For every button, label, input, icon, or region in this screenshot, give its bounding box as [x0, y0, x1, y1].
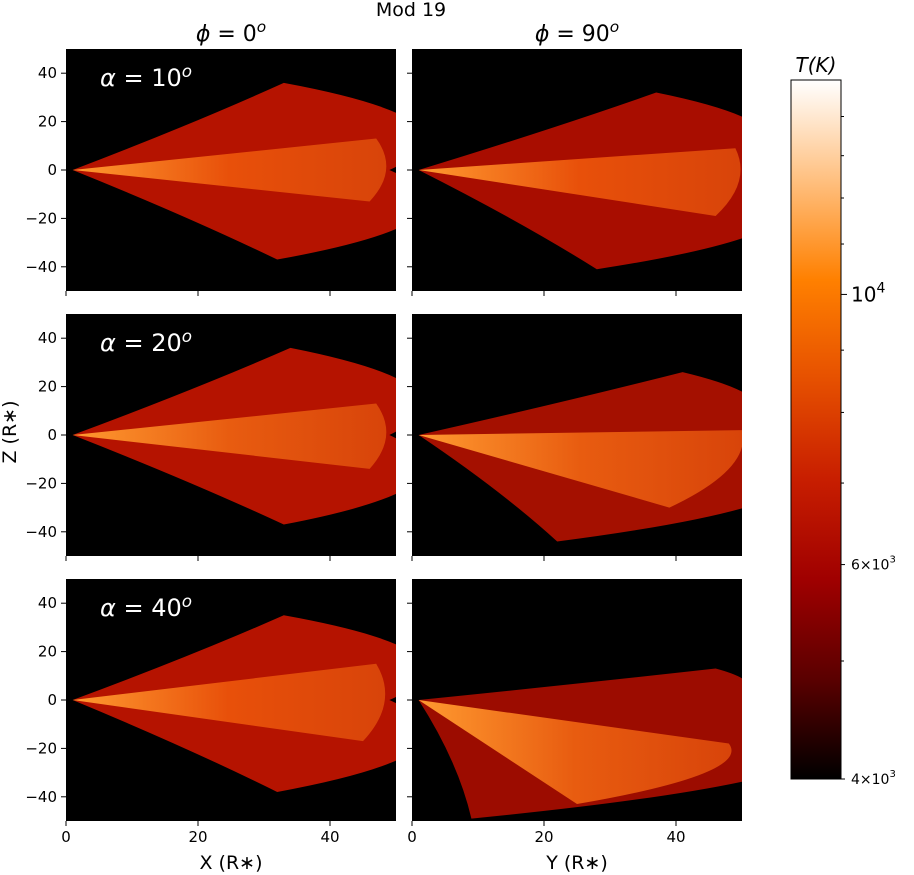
x-axis-label: X (R∗)	[199, 852, 262, 874]
y-axis-label: Z (R∗)	[0, 400, 21, 463]
temperature-region-wedge	[72, 138, 387, 202]
y-tick-label: 40	[38, 594, 57, 612]
annotations-group: 40 20 0 −20 −40 α = 10o 40 20 0 −20 −40 α = 20o 40 20…	[0, 0, 686, 874]
y-tick-label: 40	[38, 329, 57, 347]
colorbar-minor-label: 4×103	[851, 769, 896, 788]
colorbar-label: T(K)	[796, 53, 837, 77]
x-axis-label: Y (R∗)	[545, 852, 608, 874]
y-tick-label: 40	[38, 64, 57, 82]
y-tick-label: −40	[25, 523, 57, 541]
temperature-region-wedge	[72, 403, 387, 469]
column-title: ϕ = 0o	[196, 18, 266, 47]
colorbar	[790, 79, 842, 780]
panel-alpha-label: α = 10o	[100, 61, 192, 92]
colorbar-group: 104 6×103 4×103 T(K)	[790, 53, 896, 788]
y-tick-label: −20	[25, 739, 57, 757]
figure-title: Mod 19	[376, 0, 446, 21]
panel-alpha-label: α = 40o	[100, 591, 192, 622]
panel-3-1	[66, 579, 396, 821]
panel-1-1	[66, 49, 396, 291]
temperature-region-wedge	[418, 430, 742, 508]
y-tick-label: 20	[38, 113, 57, 131]
temperature-region-wedge	[72, 663, 386, 742]
x-tick-label: 20	[534, 828, 553, 846]
y-tick-label: 20	[38, 378, 57, 396]
colorbar-minor-label: 6×103	[851, 555, 896, 574]
temperature-region-wedge	[418, 700, 732, 805]
x-tick-label: 20	[188, 828, 207, 846]
y-tick-label: −40	[25, 788, 57, 806]
x-tick-label: 40	[320, 828, 339, 846]
x-tick-label: 0	[61, 828, 71, 846]
y-tick-label: −40	[25, 258, 57, 276]
temperature-region-wedge	[418, 148, 741, 216]
y-tick-label: 0	[47, 161, 57, 179]
panel-alpha-label: α = 20o	[100, 326, 192, 357]
y-tick-label: −20	[25, 474, 57, 492]
y-tick-label: 0	[47, 691, 57, 709]
colorbar-major-label: 104	[851, 280, 885, 306]
panel-2-2	[412, 314, 742, 556]
panel-1-2	[412, 49, 742, 291]
y-tick-label: 0	[47, 426, 57, 444]
panel-3-2	[412, 579, 742, 821]
panels-group	[66, 49, 742, 821]
panel-2-1	[66, 314, 396, 556]
y-tick-label: 20	[38, 643, 57, 661]
x-tick-label: 0	[407, 828, 417, 846]
x-tick-label: 40	[666, 828, 685, 846]
y-tick-label: −20	[25, 209, 57, 227]
column-title: ϕ = 90o	[535, 18, 619, 47]
